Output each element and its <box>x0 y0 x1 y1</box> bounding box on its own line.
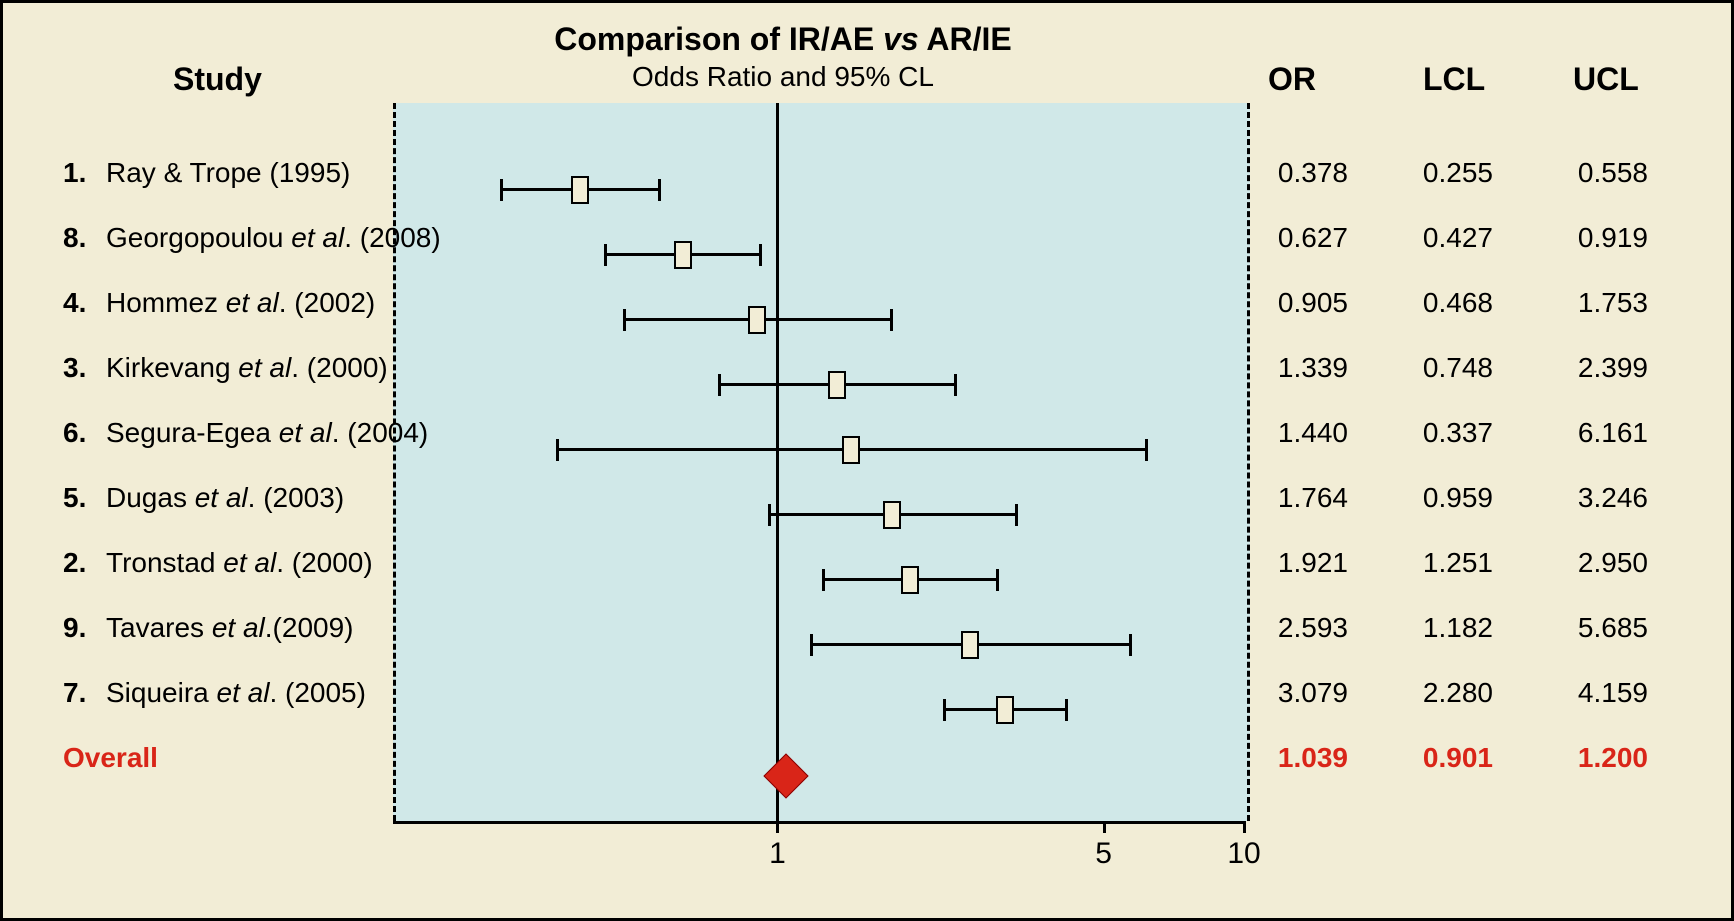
point-marker <box>883 501 901 529</box>
ci-cap <box>1015 504 1018 526</box>
x-tick <box>1243 821 1246 833</box>
ci-cap <box>996 569 999 591</box>
ci-cap <box>890 309 893 331</box>
value-or: 3.079 <box>1258 677 1348 709</box>
study-name: Hommez et al. (2002) <box>106 287 375 319</box>
value-lcl: 1.182 <box>1403 612 1493 644</box>
ci-cap <box>604 244 607 266</box>
chart-title: Comparison of IR/AE vs AR/IE <box>503 21 1063 58</box>
ci-cap <box>943 699 946 721</box>
ci-cap <box>556 439 559 461</box>
value-lcl: 0.337 <box>1403 417 1493 449</box>
value-or: 1.339 <box>1258 352 1348 384</box>
value-or: 1.764 <box>1258 482 1348 514</box>
ci-cap <box>718 374 721 396</box>
study-name: Dugas et al. (2003) <box>106 482 344 514</box>
study-number: 5. <box>63 482 86 514</box>
point-marker <box>748 306 766 334</box>
point-marker <box>901 566 919 594</box>
header-ucl: UCL <box>1573 61 1639 98</box>
study-name: Kirkevang et al. (2000) <box>106 352 388 384</box>
study-number: 9. <box>63 612 86 644</box>
study-name: Tronstad et al. (2000) <box>106 547 373 579</box>
value-or: 1.921 <box>1258 547 1348 579</box>
value-or: 0.905 <box>1258 287 1348 319</box>
value-ucl: 5.685 <box>1558 612 1648 644</box>
value-ucl: 0.558 <box>1558 157 1648 189</box>
study-name: Georgopoulou et al. (2008) <box>106 222 441 254</box>
value-lcl: 2.280 <box>1403 677 1493 709</box>
ci-cap <box>1065 699 1068 721</box>
value-lcl: 0.427 <box>1403 222 1493 254</box>
point-marker <box>828 371 846 399</box>
study-number: 8. <box>63 222 86 254</box>
value-ucl: 2.950 <box>1558 547 1648 579</box>
study-number: 3. <box>63 352 86 384</box>
study-name: Ray & Trope (1995) <box>106 157 350 189</box>
ci-cap <box>810 634 813 656</box>
value-lcl: 0.255 <box>1403 157 1493 189</box>
value-ucl: 6.161 <box>1558 417 1648 449</box>
x-tick <box>776 821 779 833</box>
x-tick <box>1103 821 1106 833</box>
overall-value-or: 1.039 <box>1258 742 1348 774</box>
x-tick-label: 5 <box>1074 837 1134 871</box>
header-or: OR <box>1268 61 1316 98</box>
value-lcl: 0.468 <box>1403 287 1493 319</box>
value-or: 0.378 <box>1258 157 1348 189</box>
ci-cap <box>768 504 771 526</box>
ci-cap <box>759 244 762 266</box>
plot-area <box>393 103 1250 821</box>
ci-cap <box>822 569 825 591</box>
reference-line <box>776 103 779 821</box>
point-marker <box>674 241 692 269</box>
overall-value-lcl: 0.901 <box>1403 742 1493 774</box>
point-marker <box>571 176 589 204</box>
point-marker <box>961 631 979 659</box>
ci-cap <box>1129 634 1132 656</box>
ci-cap <box>1145 439 1148 461</box>
value-or: 0.627 <box>1258 222 1348 254</box>
value-ucl: 3.246 <box>1558 482 1648 514</box>
value-or: 1.440 <box>1258 417 1348 449</box>
value-ucl: 0.919 <box>1558 222 1648 254</box>
study-number: 4. <box>63 287 86 319</box>
value-or: 2.593 <box>1258 612 1348 644</box>
point-marker <box>842 436 860 464</box>
x-tick-label: 10 <box>1214 837 1274 871</box>
header-lcl: LCL <box>1423 61 1485 98</box>
study-name: Tavares et al.(2009) <box>106 612 353 644</box>
study-number: 2. <box>63 547 86 579</box>
ci-cap <box>954 374 957 396</box>
study-number: 6. <box>63 417 86 449</box>
x-axis-line <box>393 821 1244 824</box>
value-lcl: 0.748 <box>1403 352 1493 384</box>
value-ucl: 1.753 <box>1558 287 1648 319</box>
value-lcl: 0.959 <box>1403 482 1493 514</box>
study-number: 1. <box>63 157 86 189</box>
study-name: Siqueira et al. (2005) <box>106 677 366 709</box>
ci-cap <box>623 309 626 331</box>
study-name: Segura-Egea et al. (2004) <box>106 417 428 449</box>
overall-label: Overall <box>63 742 158 774</box>
ci-cap <box>500 179 503 201</box>
overall-value-ucl: 1.200 <box>1558 742 1648 774</box>
value-ucl: 4.159 <box>1558 677 1648 709</box>
point-marker <box>996 696 1014 724</box>
chart-subtitle: Odds Ratio and 95% CL <box>503 61 1063 93</box>
study-number: 7. <box>63 677 86 709</box>
value-lcl: 1.251 <box>1403 547 1493 579</box>
value-ucl: 2.399 <box>1558 352 1648 384</box>
header-study: Study <box>173 61 262 98</box>
ci-cap <box>658 179 661 201</box>
x-tick-label: 1 <box>747 837 807 871</box>
forest-plot-frame: { "title": "Comparison of IR/AE vs AR/IE… <box>0 0 1734 921</box>
